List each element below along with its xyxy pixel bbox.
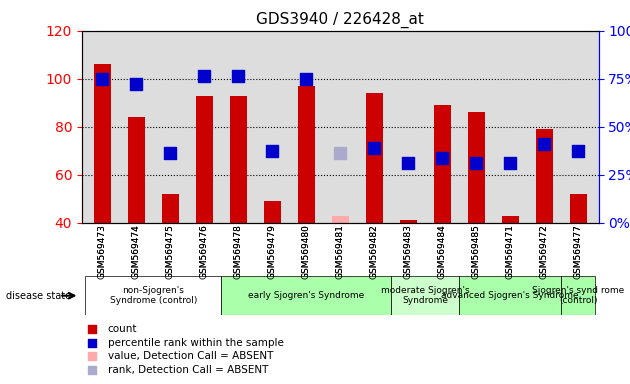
Bar (501, 215, 518, 223)
Text: GSM569481: GSM569481 (336, 224, 345, 279)
Text: early Sjogren's Syndrome: early Sjogren's Syndrome (248, 291, 364, 300)
Text: moderate Sjogren's
Syndrome: moderate Sjogren's Syndrome (381, 286, 469, 305)
Point (505, 160, 515, 166)
Bar (365, 93, 382, 223)
Point (573, 147, 583, 154)
Bar (196, 96, 213, 223)
Bar (536, 129, 553, 223)
Text: GSM569473: GSM569473 (98, 224, 107, 279)
Text: GSM569478: GSM569478 (234, 224, 243, 279)
Text: GSM569479: GSM569479 (268, 224, 277, 279)
Title: GDS3940 / 226428_at: GDS3940 / 226428_at (256, 12, 424, 28)
Point (301, 76, 311, 82)
Text: count: count (108, 324, 137, 334)
FancyBboxPatch shape (561, 276, 595, 315)
Text: GSM569483: GSM569483 (404, 224, 413, 279)
Text: GSM569472: GSM569472 (540, 224, 549, 278)
Text: percentile rank within the sample: percentile rank within the sample (108, 338, 284, 348)
Point (335, 150, 345, 156)
Point (199, 73, 209, 79)
Text: GSM569471: GSM569471 (506, 224, 515, 279)
Bar (467, 112, 484, 223)
Text: GSM569477: GSM569477 (573, 224, 583, 279)
Text: GSM569472: GSM569472 (540, 224, 549, 279)
FancyBboxPatch shape (391, 276, 459, 315)
Text: GSM569485: GSM569485 (472, 224, 481, 279)
Bar (162, 194, 179, 223)
Text: GSM569483: GSM569483 (404, 224, 413, 279)
Bar (332, 215, 348, 223)
Text: advanced Sjogren's Syndrome: advanced Sjogren's Syndrome (442, 291, 579, 300)
Text: GSM569476: GSM569476 (200, 224, 209, 279)
Bar (399, 220, 416, 223)
Bar (128, 117, 145, 223)
Bar (264, 201, 281, 223)
Text: GSM569485: GSM569485 (472, 224, 481, 279)
Point (403, 160, 413, 166)
Point (87, 326, 97, 333)
FancyBboxPatch shape (221, 276, 391, 315)
Text: value, Detection Call = ABSENT: value, Detection Call = ABSENT (108, 351, 273, 361)
Text: GSM569482: GSM569482 (370, 224, 379, 278)
Text: GSM569475: GSM569475 (166, 224, 175, 279)
Bar (433, 105, 450, 223)
Point (437, 155, 447, 161)
Text: GSM569471: GSM569471 (506, 224, 515, 279)
Text: disease state: disease state (6, 291, 71, 301)
Text: rank, Detection Call = ABSENT: rank, Detection Call = ABSENT (108, 364, 268, 375)
Text: GSM569474: GSM569474 (132, 224, 140, 278)
Text: GSM569480: GSM569480 (302, 224, 311, 279)
Text: GSM569484: GSM569484 (438, 224, 447, 278)
Text: GSM569475: GSM569475 (166, 224, 175, 279)
Text: GSM569478: GSM569478 (234, 224, 243, 279)
Point (97, 76, 107, 82)
Text: GSM569481: GSM569481 (336, 224, 345, 279)
Point (87, 340, 97, 346)
Text: GSM569480: GSM569480 (302, 224, 311, 279)
Point (165, 150, 175, 156)
Point (267, 147, 277, 154)
Text: GSM569473: GSM569473 (98, 224, 107, 279)
Bar (298, 86, 315, 223)
Text: GSM569477: GSM569477 (573, 224, 583, 279)
FancyBboxPatch shape (85, 276, 221, 315)
Point (471, 160, 481, 166)
Point (131, 81, 141, 87)
Bar (570, 194, 587, 223)
Text: GSM569474: GSM569474 (132, 224, 140, 279)
Text: GSM569484: GSM569484 (438, 224, 447, 279)
Point (233, 73, 243, 79)
Text: non-Sjogren's
Syndrome (control): non-Sjogren's Syndrome (control) (110, 286, 197, 305)
Point (539, 141, 549, 147)
FancyBboxPatch shape (459, 276, 561, 315)
Point (87, 366, 97, 372)
Text: GSM569476: GSM569476 (200, 224, 209, 279)
Point (87, 353, 97, 359)
Bar (94, 64, 111, 223)
Text: GSM569482: GSM569482 (370, 224, 379, 279)
Bar (230, 96, 247, 223)
Text: Sjogren's synd rome (control): Sjogren's synd rome (control) (532, 286, 624, 305)
Point (369, 145, 379, 151)
Text: GSM569479: GSM569479 (268, 224, 277, 279)
